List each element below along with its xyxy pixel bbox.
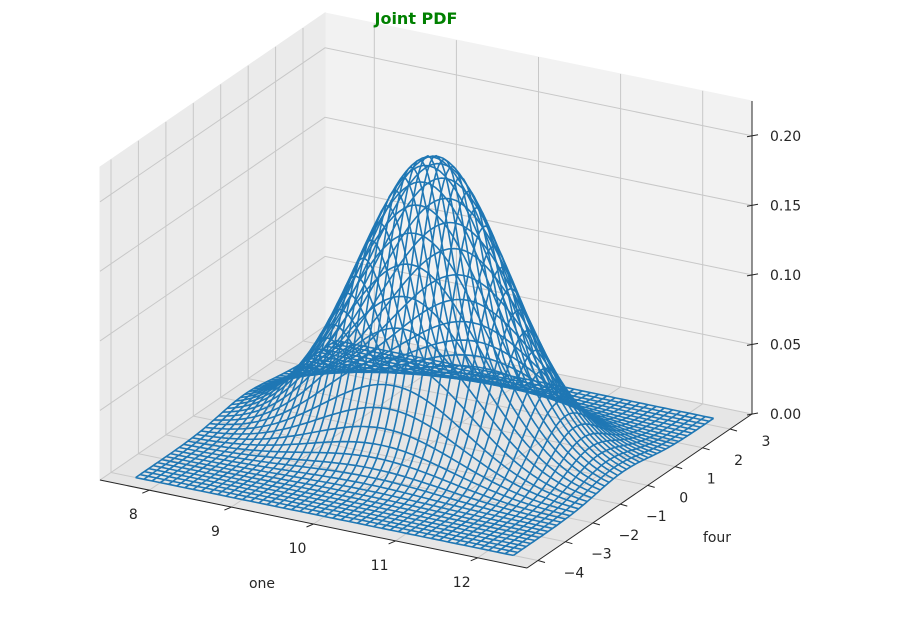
- surface-line-one: [480, 410, 682, 550]
- surface-line-one: [406, 309, 608, 535]
- y-tick-label: −1: [646, 509, 667, 525]
- surface-line-one: [217, 323, 419, 496]
- surface-line-one: [225, 308, 427, 497]
- surface-line-one: [356, 190, 559, 524]
- y-tick: [620, 503, 628, 507]
- surface-line-one: [192, 351, 394, 491]
- surface-line-one: [291, 176, 493, 511]
- x-tick-label: 12: [453, 575, 471, 591]
- y-tick: [647, 484, 655, 488]
- x-tick: [142, 489, 150, 494]
- y-tick-label: 0: [679, 490, 688, 506]
- surface-line-one: [274, 204, 476, 507]
- axes: 89101112−4−3−2−101230.000.050.100.150.20…: [99, 101, 801, 592]
- surface-line-one: [373, 225, 575, 528]
- surface-line-one: [447, 398, 649, 543]
- z-tick: [746, 342, 759, 346]
- surface-wireframe: [135, 154, 715, 557]
- surface-line-one: [143, 341, 345, 480]
- x-tick-label: 11: [371, 558, 389, 574]
- y-tick: [565, 541, 573, 545]
- surface-line-one: [496, 414, 698, 553]
- x-tick: [224, 506, 232, 511]
- chart-title: Joint PDF: [374, 9, 458, 28]
- surface-line-one: [389, 266, 591, 531]
- surface-line-one: [488, 412, 690, 551]
- x-tick-label: 8: [129, 507, 138, 523]
- surface-line-one: [176, 348, 378, 487]
- y-tick-label: 1: [707, 472, 716, 488]
- x-tick: [470, 557, 478, 562]
- z-tick: [746, 412, 759, 416]
- z-tick: [746, 203, 759, 207]
- z-tick: [746, 273, 759, 277]
- y-axis-line: [526, 413, 753, 569]
- y-tick-label: 3: [762, 434, 771, 450]
- surface-line-one: [455, 405, 657, 545]
- surface-line-one: [315, 155, 518, 516]
- surface-line-one: [340, 165, 542, 521]
- surface-line-one: [381, 245, 583, 529]
- y-tick: [537, 560, 546, 563]
- y-tick: [729, 428, 738, 432]
- surface-line-one: [159, 344, 361, 484]
- y-tick: [702, 447, 710, 451]
- y-tick-label: −3: [591, 547, 612, 563]
- x-axis-label: one: [249, 576, 275, 592]
- z-tick-label: 0.10: [770, 268, 801, 284]
- surface-line-one: [430, 367, 632, 540]
- surface-line-one: [471, 409, 674, 548]
- surface-line-one: [438, 384, 641, 541]
- surface-line-one: [151, 343, 353, 482]
- y-tick-label: 2: [734, 453, 743, 469]
- y-tick: [675, 466, 683, 470]
- surface-line-one: [250, 257, 452, 502]
- z-tick-label: 0.20: [770, 129, 801, 145]
- surface-line-one: [307, 158, 509, 514]
- z-tick-label: 0.15: [770, 198, 801, 214]
- y-tick-label: −2: [619, 528, 640, 544]
- x-tick: [388, 540, 396, 545]
- surface-line-one: [463, 407, 665, 546]
- surface-line-one: [209, 336, 411, 494]
- grid-line-z: [99, 116, 753, 272]
- surface-line-one: [241, 275, 444, 501]
- surface-line-one: [512, 417, 715, 557]
- z-tick-label: 0.05: [770, 337, 801, 353]
- y-tick: [592, 522, 601, 526]
- surface-line-one: [504, 415, 706, 555]
- surface-line-one: [422, 349, 624, 538]
- x-tick-label: 9: [211, 524, 220, 540]
- x-tick: [306, 523, 314, 528]
- surface-line-one: [332, 158, 534, 519]
- x-tick-label: 10: [289, 541, 307, 557]
- y-axis-label: four: [703, 530, 731, 546]
- grid-line-z: [99, 255, 753, 411]
- y-tick-label: −4: [564, 566, 585, 582]
- grid-line-z: [99, 186, 753, 342]
- surface-line-one: [233, 292, 435, 499]
- surface-line-one: [397, 287, 600, 533]
- surface-line-one: [266, 221, 468, 506]
- surface-line-one: [299, 166, 501, 513]
- z-tick: [746, 134, 759, 138]
- grid-line-z: [99, 47, 753, 203]
- surface-line-one: [365, 206, 567, 526]
- surface-line-one: [324, 154, 526, 518]
- z-tick-label: 0.00: [770, 407, 801, 423]
- surface-line-one: [258, 239, 460, 504]
